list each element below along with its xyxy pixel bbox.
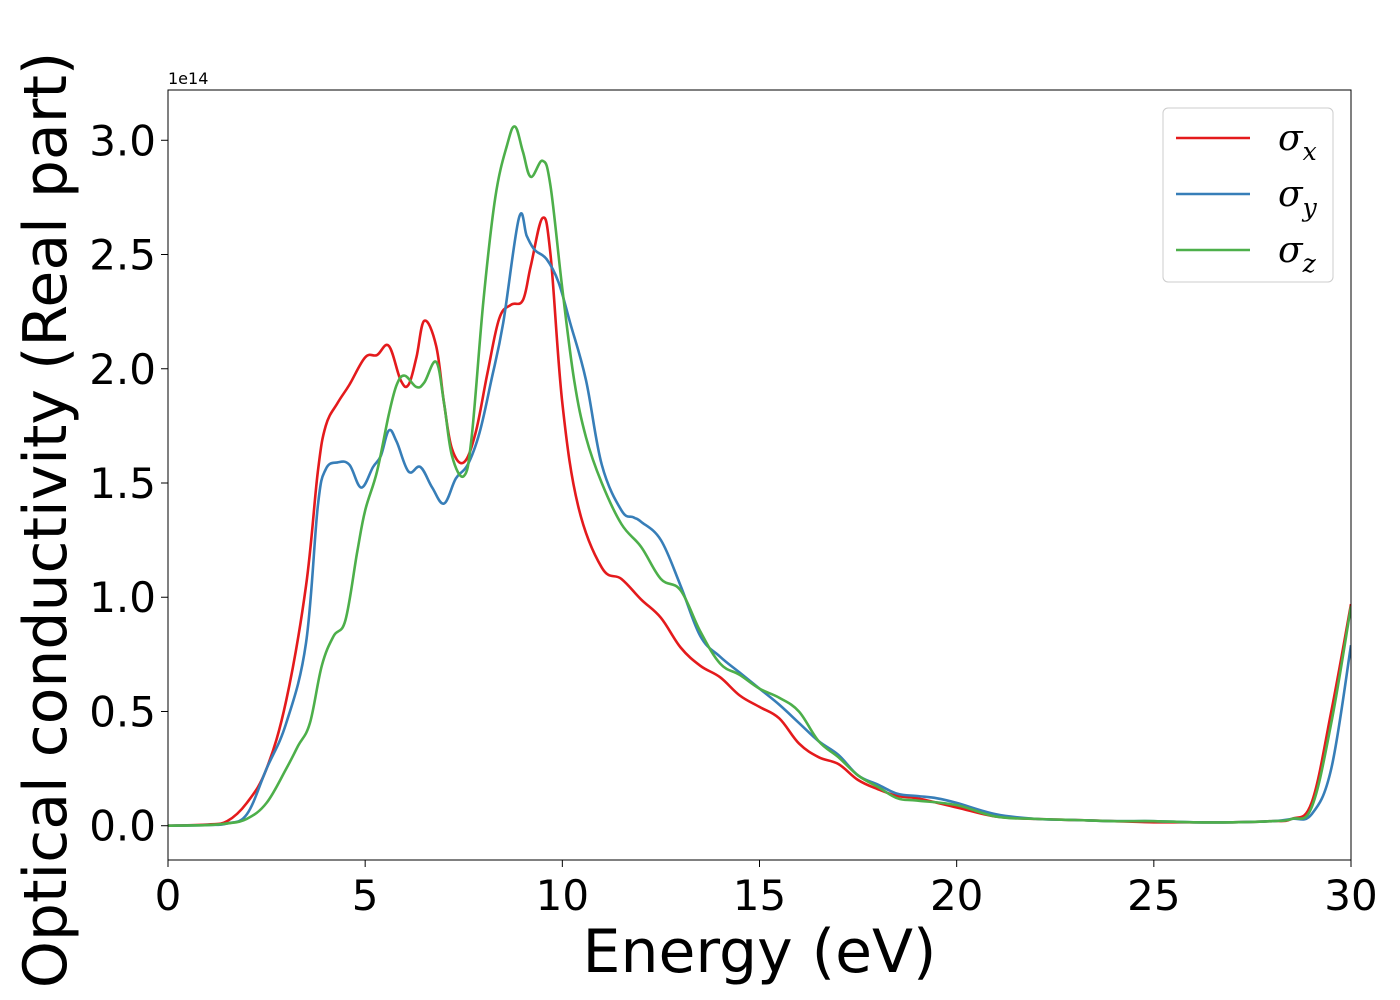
y-tick-label: 2.5 [89,231,156,280]
legend-symbol: σ [1278,118,1304,159]
y-offset-label: 1e14 [168,69,208,88]
legend-entry-label: σx [1278,118,1317,166]
y-tick-label: 3.0 [89,116,156,165]
legend-symbol: σ [1278,230,1304,271]
legend-entry-label: σy [1278,174,1318,222]
x-tick-label: 5 [352,871,379,920]
y-tick-label: 0.5 [89,687,156,736]
x-tick-label: 10 [536,871,589,920]
y-tick-label: 1.0 [89,573,156,622]
legend-subscript: z [1302,249,1317,278]
x-tick-label: 20 [930,871,983,920]
x-tick-label: 15 [733,871,786,920]
y-tick-label: 1.5 [89,459,156,508]
series-layer [168,125,1351,828]
y-tick-label: 2.0 [89,345,156,394]
x-axis: 0 5 10 15 20 25 30 [155,860,1378,920]
legend-entry-label: σz [1278,230,1317,278]
y-axis-label: Optical conductivity (Real part) [11,52,81,989]
series-line-3 [168,125,1351,828]
series-line-2 [168,212,1351,828]
legend-symbol: σ [1278,174,1304,215]
x-axis-label: Energy (eV) [583,917,937,987]
x-tick-label: 25 [1127,871,1180,920]
legend-subscript: y [1302,193,1318,222]
x-tick-label: 0 [155,871,182,920]
legend-subscript: x [1303,137,1317,166]
y-axis: 0.0 0.5 1.0 1.5 2.0 2.5 3.0 [89,116,168,851]
x-tick-label: 30 [1324,871,1377,920]
series-line-1 [168,216,1351,828]
y-tick-label: 0.0 [89,802,156,851]
